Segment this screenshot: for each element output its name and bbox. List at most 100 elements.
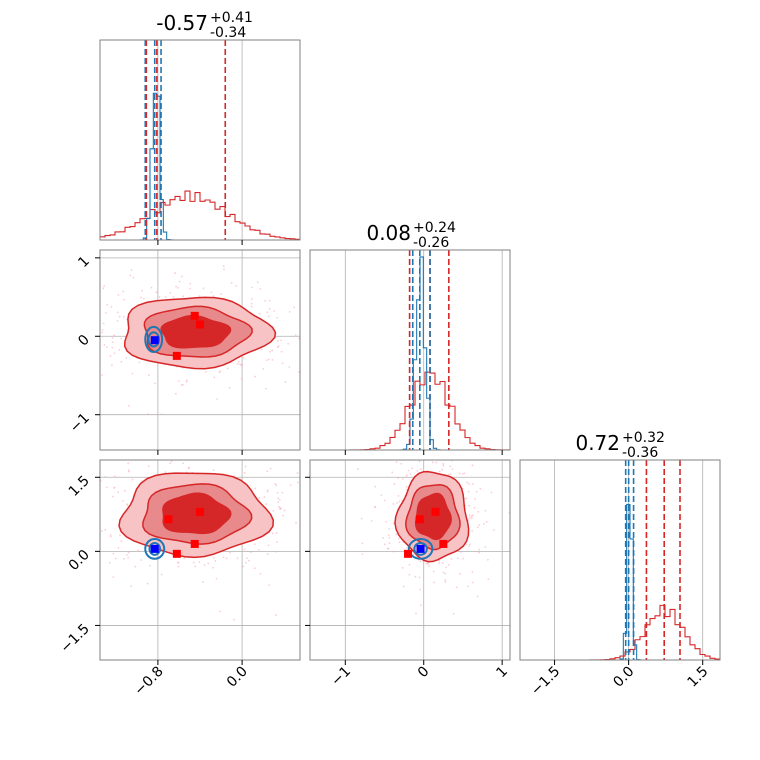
sample-point <box>87 373 89 375</box>
sample-point <box>104 528 107 531</box>
sample-point <box>386 547 389 550</box>
sample-point <box>280 350 283 353</box>
sample-point <box>409 473 412 476</box>
sample-point <box>236 363 239 365</box>
sample-point <box>312 321 314 323</box>
sample-point <box>277 497 280 500</box>
histogram-panel-2 <box>520 460 720 660</box>
sample-point <box>468 504 470 507</box>
sample-point <box>293 306 295 309</box>
sample-point <box>147 374 150 376</box>
sample-point <box>70 524 72 526</box>
sample-point <box>93 538 95 540</box>
sample-point <box>236 557 239 560</box>
sample-point <box>459 572 462 575</box>
sample-point <box>206 452 208 454</box>
sample-point <box>250 302 253 305</box>
sample-point <box>186 379 188 382</box>
sample-point <box>264 299 267 302</box>
sample-point <box>268 299 271 302</box>
sample-point <box>116 311 119 314</box>
sample-point <box>157 555 159 558</box>
sample-point <box>146 582 149 585</box>
sample-point <box>246 557 248 560</box>
sample-point <box>242 565 245 568</box>
title-2-minus: -0.36 <box>622 445 658 461</box>
sample-point <box>478 524 481 526</box>
sample-point <box>442 571 445 574</box>
sample-point <box>274 550 277 553</box>
sample-point <box>301 327 303 329</box>
sample-point <box>248 559 250 562</box>
sample-point <box>275 614 278 616</box>
sample-point <box>439 458 441 460</box>
sample-point <box>122 290 125 293</box>
sample-point <box>183 557 186 560</box>
sample-point <box>385 520 388 523</box>
sample-point <box>83 283 85 285</box>
sample-point <box>397 495 400 497</box>
red-marker <box>172 351 181 360</box>
red-histogram-2 <box>520 604 720 660</box>
sample-point <box>48 356 50 358</box>
sample-point <box>428 565 430 568</box>
sample-point <box>402 585 405 588</box>
sample-point <box>101 329 104 331</box>
sample-point <box>235 284 237 287</box>
x-tick-label: −1 <box>328 664 354 690</box>
sample-point <box>243 548 246 551</box>
sample-point <box>103 285 106 287</box>
sample-point <box>210 291 213 294</box>
sample-point <box>268 584 271 586</box>
sample-point <box>470 517 473 520</box>
sample-point <box>212 295 215 297</box>
sample-point <box>111 346 114 349</box>
sample-point <box>202 287 205 290</box>
sample-point <box>118 348 121 351</box>
red-contour-0 <box>160 314 232 349</box>
sample-point <box>392 550 395 553</box>
sample-point <box>112 552 115 555</box>
sample-point <box>74 296 76 298</box>
blue-histogram-0 <box>100 92 300 240</box>
sample-point <box>277 339 279 342</box>
sample-point <box>154 451 156 453</box>
sample-point <box>256 281 259 284</box>
sample-point <box>213 376 216 379</box>
sample-point <box>464 451 466 453</box>
sample-point <box>294 334 297 336</box>
sample-point <box>137 549 140 552</box>
sample-point <box>476 526 479 529</box>
sample-point <box>102 322 105 325</box>
sample-point <box>277 505 280 508</box>
sample-point <box>249 551 252 554</box>
sample-point <box>284 381 287 383</box>
sample-point <box>147 413 149 416</box>
sample-point <box>296 433 298 435</box>
sample-point <box>274 483 277 485</box>
sample-point <box>466 585 469 588</box>
sample-point <box>417 455 419 457</box>
blue-histogram-1 <box>310 256 510 450</box>
sample-point <box>356 468 359 470</box>
sample-point <box>127 470 130 473</box>
sample-point <box>183 447 185 449</box>
blue-marker <box>150 336 159 345</box>
sample-point <box>265 359 268 362</box>
red-marker <box>190 311 199 320</box>
title-2-median: 0.72 <box>575 431 620 455</box>
sample-point <box>321 523 323 525</box>
sample-point <box>396 501 398 504</box>
sample-point <box>111 364 113 367</box>
sample-point <box>435 452 437 454</box>
sample-point <box>177 380 180 383</box>
sample-point <box>244 561 247 564</box>
sample-point <box>117 293 120 296</box>
sample-point <box>295 521 297 524</box>
sample-point <box>71 361 73 363</box>
sample-point <box>396 432 398 434</box>
sample-point <box>205 370 207 373</box>
sample-point <box>130 585 133 587</box>
sample-point <box>398 500 401 503</box>
sample-point <box>466 481 469 484</box>
